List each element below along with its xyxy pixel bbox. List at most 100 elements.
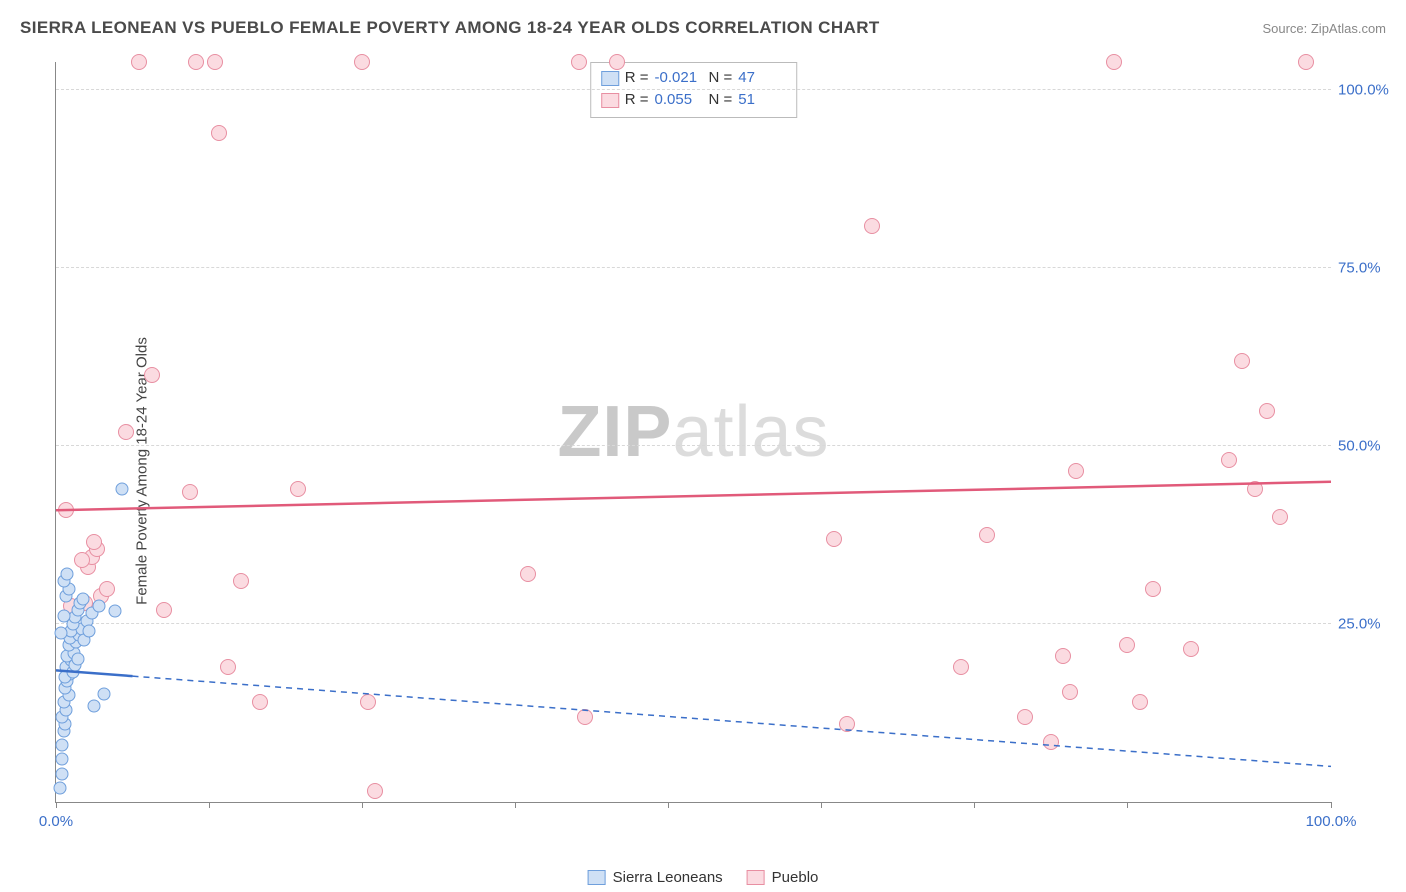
y-tick-label: 75.0%: [1338, 260, 1393, 277]
r-value-series-b: 0.055: [655, 89, 703, 111]
legend-item-series-b: Pueblo: [747, 869, 819, 886]
gridline: [56, 623, 1331, 624]
data-point: [864, 218, 880, 234]
data-point: [953, 659, 969, 675]
data-point: [1183, 641, 1199, 657]
data-point: [207, 54, 223, 70]
data-point: [1106, 54, 1122, 70]
stats-row-series-b: R = 0.055 N = 51: [601, 89, 787, 111]
gridline: [56, 89, 1331, 90]
n-label: N =: [709, 89, 733, 111]
data-point: [88, 699, 101, 712]
data-point: [577, 709, 593, 725]
bottom-legend: Sierra Leoneans Pueblo: [588, 869, 819, 886]
n-label: N =: [709, 67, 733, 89]
watermark: ZIPatlas: [557, 391, 829, 473]
legend-item-series-a: Sierra Leoneans: [588, 869, 723, 886]
data-point: [1055, 648, 1071, 664]
n-value-series-a: 47: [738, 67, 786, 89]
x-tick-label: 0.0%: [39, 813, 73, 830]
data-point: [1145, 581, 1161, 597]
data-point: [56, 767, 69, 780]
data-point: [1119, 637, 1135, 653]
data-point: [1272, 509, 1288, 525]
data-point: [839, 716, 855, 732]
data-point: [156, 602, 172, 618]
stats-row-series-a: R = -0.021 N = 47: [601, 67, 787, 89]
data-point: [1062, 684, 1078, 700]
data-point: [1043, 734, 1059, 750]
gridline: [56, 445, 1331, 446]
data-point: [1298, 54, 1314, 70]
y-tick-label: 100.0%: [1338, 82, 1393, 99]
data-point: [360, 694, 376, 710]
data-point: [609, 54, 625, 70]
y-tick-label: 25.0%: [1338, 616, 1393, 633]
x-tick-label: 100.0%: [1306, 813, 1357, 830]
data-point: [118, 424, 134, 440]
data-point: [1132, 694, 1148, 710]
r-label: R =: [625, 89, 649, 111]
data-point: [233, 573, 249, 589]
x-tick: [362, 802, 363, 808]
data-point: [99, 581, 115, 597]
x-tick: [1127, 802, 1128, 808]
chart-header: SIERRA LEONEAN VS PUEBLO FEMALE POVERTY …: [20, 18, 1386, 38]
data-point: [74, 552, 90, 568]
x-tick: [821, 802, 822, 808]
data-point: [571, 54, 587, 70]
r-value-series-a: -0.021: [655, 67, 703, 89]
data-point: [1247, 481, 1263, 497]
x-tick: [974, 802, 975, 808]
swatch-series-b: [601, 93, 619, 108]
x-tick: [515, 802, 516, 808]
legend-swatch-series-a: [588, 870, 606, 885]
data-point: [56, 739, 69, 752]
legend-label-series-b: Pueblo: [772, 869, 819, 886]
data-point: [252, 694, 268, 710]
chart-area: Female Poverty Among 18-24 Year Olds ZIP…: [0, 50, 1406, 892]
data-point: [182, 484, 198, 500]
data-point: [1068, 463, 1084, 479]
data-point: [1259, 403, 1275, 419]
trend-line-series-a: [56, 62, 1331, 802]
data-point: [53, 781, 66, 794]
data-point: [1017, 709, 1033, 725]
data-point: [211, 125, 227, 141]
data-point: [61, 568, 74, 581]
r-label: R =: [625, 67, 649, 89]
data-point: [83, 624, 96, 637]
source-attribution: Source: ZipAtlas.com: [1262, 21, 1386, 36]
watermark-bold: ZIP: [557, 392, 672, 472]
data-point: [354, 54, 370, 70]
data-point: [98, 687, 111, 700]
data-point: [367, 783, 383, 799]
data-point: [1234, 353, 1250, 369]
x-tick: [56, 802, 57, 808]
data-point: [131, 54, 147, 70]
data-point: [55, 626, 68, 639]
plot-region: ZIPatlas R = -0.021 N = 47 R = 0.055 N =…: [55, 62, 1331, 803]
data-point: [188, 54, 204, 70]
n-value-series-b: 51: [738, 89, 786, 111]
data-point: [116, 482, 129, 495]
gridline: [56, 267, 1331, 268]
data-point: [76, 593, 89, 606]
data-point: [93, 600, 106, 613]
data-point: [520, 566, 536, 582]
data-point: [826, 531, 842, 547]
trend-line-series-b: [56, 62, 1331, 802]
data-point: [86, 534, 102, 550]
data-point: [979, 527, 995, 543]
x-tick: [1331, 802, 1332, 808]
data-point: [71, 652, 84, 665]
swatch-series-a: [601, 71, 619, 86]
watermark-light: atlas: [672, 392, 829, 472]
data-point: [144, 367, 160, 383]
data-point: [1221, 452, 1237, 468]
data-point: [290, 481, 306, 497]
y-tick-label: 50.0%: [1338, 438, 1393, 455]
data-point: [58, 502, 74, 518]
data-point: [57, 609, 70, 622]
chart-title: SIERRA LEONEAN VS PUEBLO FEMALE POVERTY …: [20, 18, 880, 38]
